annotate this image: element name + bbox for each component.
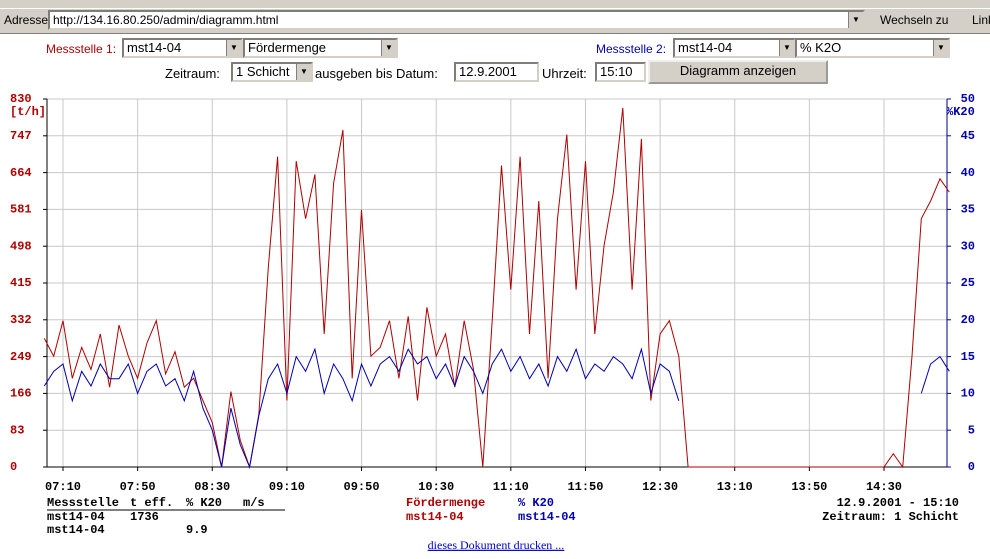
summary-cell: mst14-04 — [47, 523, 105, 537]
x-tick-label: 09:10 — [269, 480, 305, 494]
station2-label: Messstelle 2: — [596, 42, 667, 56]
toolbar-button[interactable]: Zurück — [30, 0, 64, 3]
y-tick-label: 415 — [10, 276, 32, 290]
x-tick-label: 13:50 — [791, 480, 827, 494]
y-tick-label: 747 — [10, 129, 32, 143]
y-tick-label: 0 — [10, 460, 17, 474]
y2-axis-unit: %K20 — [946, 105, 975, 119]
y2-tick-label: 0 — [968, 460, 975, 474]
x-tick-label: 13:10 — [717, 480, 753, 494]
y2-tick-label: 30 — [961, 239, 975, 253]
y-tick-label: 498 — [10, 239, 32, 253]
summary-cell: mst14-04 — [47, 510, 105, 524]
summary-header: Messstelle — [47, 496, 119, 510]
show-button[interactable]: Diagramm anzeigen — [648, 60, 828, 84]
toolbar-button[interactable]: Favoriten — [600, 0, 646, 3]
period-select[interactable]: 1 Schicht ▼ — [231, 62, 313, 82]
summary-header: t eff. — [130, 496, 173, 510]
period: 1 Schicht — [236, 64, 290, 79]
url-field[interactable]: http://134.16.80.250/admin/diagramm.html… — [48, 10, 865, 30]
toolbar: Zurück Vorwärts Abbrechen Aktualisieren Star… — [0, 0, 990, 8]
x-tick-label: 11:50 — [567, 480, 603, 494]
date-label: ausgeben bis Datum: — [315, 66, 438, 81]
date-field[interactable]: 12.9.2001 — [454, 62, 539, 82]
toolbar-button[interactable]: Vorwärts — [125, 0, 168, 3]
time: 15:10 — [600, 64, 633, 79]
y2-tick-label: 40 — [961, 166, 975, 180]
data-line — [43, 347, 950, 469]
x-tick-label: 09:50 — [344, 480, 380, 494]
data-line — [43, 107, 950, 469]
station1-select[interactable]: mst14-04 ▼ — [122, 38, 243, 58]
y2-tick-label: 20 — [961, 313, 975, 327]
x-tick-label: 08:30 — [194, 480, 230, 494]
time-label: Uhrzeit: — [542, 66, 587, 81]
x-tick-label: 07:10 — [45, 480, 81, 494]
time-field[interactable]: 15:10 — [595, 62, 646, 82]
x-tick-label: 11:10 — [493, 480, 529, 494]
print-link[interactable]: dieses Dokument drucken ... — [428, 538, 565, 552]
address-label: Adresse — [4, 13, 49, 27]
info-period: Zeitraum: 1 Schicht — [822, 510, 959, 524]
station1-label: Messstelle 1: — [46, 42, 117, 56]
y2-tick-label: 50 — [961, 92, 975, 106]
summary-header: m/s — [243, 496, 265, 510]
y2-tick-label: 35 — [961, 203, 975, 217]
toolbar-button[interactable]: Verlauf — [695, 0, 729, 3]
x-tick-label: 14:30 — [866, 480, 902, 494]
y2-tick-label: 15 — [961, 350, 975, 364]
y-tick-label: 249 — [10, 350, 32, 364]
measure2: % K2O — [800, 40, 842, 55]
url: http://134.16.80.250/admin/diagramm.html — [53, 13, 279, 27]
toolbar-button[interactable]: Aktualisieren — [315, 0, 378, 3]
y2-tick-label: 45 — [961, 129, 975, 143]
y-tick-label: 830 — [10, 92, 32, 106]
toolbar-button[interactable]: Suchen — [505, 0, 542, 3]
y-tick-label: 664 — [10, 166, 32, 180]
y-axis-unit: [t/h] — [10, 105, 46, 119]
date: 12.9.2001 — [459, 64, 517, 79]
x-tick-label: 12:30 — [642, 480, 678, 494]
go-button[interactable]: Wechseln zu — [880, 13, 949, 27]
y-tick-label: 332 — [10, 313, 32, 327]
y2-tick-label: 10 — [961, 387, 975, 401]
y-tick-label: 83 — [10, 423, 24, 437]
y2-tick-label: 25 — [961, 276, 975, 290]
y2-tick-label: 5 — [968, 423, 975, 437]
x-tick-label: 07:50 — [120, 480, 156, 494]
summary-cell: 9.9 — [186, 523, 208, 537]
measure1: Fördermenge — [248, 40, 327, 55]
y-tick-label: 166 — [10, 387, 32, 401]
address-bar: Adresse http://134.16.80.250/admin/diagr… — [0, 8, 990, 34]
measure1-select[interactable]: Fördermenge ▼ — [243, 38, 398, 58]
toolbar-button[interactable]: Drucken — [790, 0, 831, 3]
period-label: Zeitraum: — [165, 66, 220, 81]
station2-select[interactable]: mst14-04 ▼ — [673, 38, 796, 58]
summary-cell: 1736 — [130, 510, 159, 524]
legend-station: mst14-04 — [518, 510, 576, 524]
summary-header: % K20 — [186, 496, 222, 510]
legend-entry: Fördermenge — [406, 496, 485, 510]
station2: mst14-04 — [678, 40, 733, 55]
toolbar-button[interactable]: Startseite — [410, 0, 456, 3]
toolbar-button[interactable]: Abbrechen — [220, 0, 273, 3]
info-timestamp: 12.9.2001 - 15:10 — [837, 496, 959, 510]
legend-station: mst14-04 — [406, 510, 464, 524]
x-tick-label: 10:30 — [418, 480, 454, 494]
legend-entry: % K20 — [518, 496, 554, 510]
y-tick-label: 581 — [10, 203, 32, 217]
measure2-select[interactable]: % K2O ▼ — [795, 38, 950, 58]
links[interactable]: Links — [972, 13, 990, 27]
station1: mst14-04 — [127, 40, 182, 55]
